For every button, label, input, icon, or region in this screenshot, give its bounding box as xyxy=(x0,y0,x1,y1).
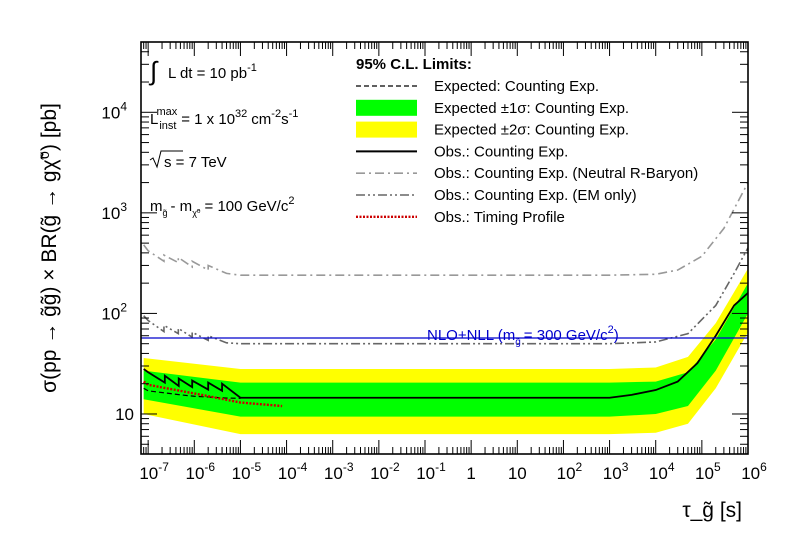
series-line-1 xyxy=(143,292,748,399)
legend-label-0: Expected: Counting Exp. xyxy=(434,78,599,95)
x-tick-label: 102 xyxy=(557,460,583,483)
legend: 95% C.L. Limits: Expected: Counting Exp.… xyxy=(356,56,698,226)
x-tick-label: 10-2 xyxy=(370,460,400,483)
x-axis-title: τ_g̃ [s] xyxy=(682,499,742,522)
legend-label-3: Obs.: Counting Exp. xyxy=(434,143,568,160)
axis-ticks xyxy=(140,41,749,455)
band-1sigma xyxy=(143,283,748,417)
series-line-3 xyxy=(143,247,748,345)
axis-tick-labels: 10-7 10-6 10-5 10-4 10-3 10-2 10-1 1 10 102 103 104… xyxy=(101,99,767,483)
x-tick-label: 10 xyxy=(508,464,527,483)
y-tick-label: 104 xyxy=(101,99,127,122)
legend-header: 95% C.L. Limits: xyxy=(356,56,472,73)
annotation-lumi: ∫ L dt = 10 pb-1 xyxy=(148,56,257,86)
legend-label-1: Expected ±1σ: Counting Exp. xyxy=(434,100,629,117)
series-line-0 xyxy=(143,387,241,399)
y-tick-label: 102 xyxy=(101,300,127,323)
x-tick-label: 103 xyxy=(603,460,629,483)
series-lines xyxy=(141,182,748,408)
legend-label-5: Obs.: Counting Exp. (EM only) xyxy=(434,187,637,204)
x-tick-label: 10-6 xyxy=(185,460,215,483)
y-tick-label: 103 xyxy=(101,200,127,223)
legend-label-4: Obs.: Counting Exp. (Neutral R-Baryon) xyxy=(434,165,698,182)
legend-label-6: Obs.: Timing Profile xyxy=(434,209,565,226)
linst-text: Linstmax = 1 x 1032 cm-2s-1 xyxy=(150,106,298,132)
x-tick-label: 105 xyxy=(695,460,721,483)
x-tick-label: 10-7 xyxy=(139,460,169,483)
x-tick-label: 10-1 xyxy=(416,460,446,483)
x-tick-label: 1 xyxy=(466,464,475,483)
legend-label-2: Expected ±2σ: Counting Exp. xyxy=(434,122,629,139)
bands xyxy=(143,268,748,435)
lumi-text: L dt = 10 pb-1 xyxy=(168,62,257,82)
x-tick-label: 104 xyxy=(649,460,675,483)
sqrt-symbol xyxy=(149,150,183,169)
annotation-linst: Linstmax = 1 x 1032 cm-2s-1 xyxy=(150,106,298,132)
integral-symbol: ∫ xyxy=(148,56,159,86)
legend-swatch-2 xyxy=(356,121,417,138)
legend-swatch-1 xyxy=(356,99,417,116)
x-tick-label: 10-4 xyxy=(278,460,308,483)
mass-diff-text: mg̃ - mχ̃⁰ = 100 GeV/c2 xyxy=(150,195,294,218)
y-tick-label: 10 xyxy=(115,405,134,424)
plot-frame xyxy=(140,41,749,455)
x-tick-label: 10-5 xyxy=(232,460,262,483)
y-axis-title: σ(pp → g̃g̃) × BR(g̃ → gχ̃⁰) [pb] xyxy=(38,103,61,393)
x-tick-label: 10-3 xyxy=(324,460,354,483)
series-line-2 xyxy=(143,182,748,276)
x-tick-label: 106 xyxy=(741,460,767,483)
sqrts-text: s = 7 TeV xyxy=(164,154,227,171)
nlo-label: NLO+NLL (mg̃ = 300 GeV/c2) xyxy=(427,324,619,348)
annotation-sqrts: s = 7 TeV xyxy=(149,150,227,171)
annotation-mass-diff: mg̃ - mχ̃⁰ = 100 GeV/c2 xyxy=(150,195,294,218)
